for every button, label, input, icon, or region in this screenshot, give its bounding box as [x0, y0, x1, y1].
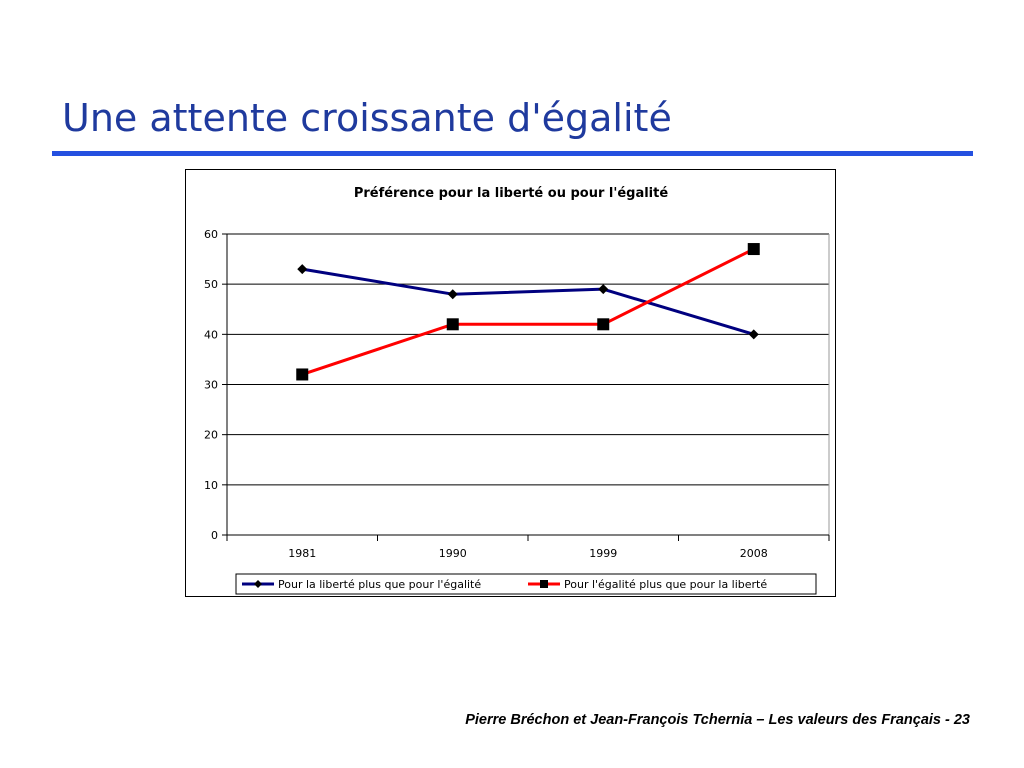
slide-title: Une attente croissante d'égalité	[62, 96, 672, 140]
legend-marker-diamond	[254, 580, 262, 588]
chart-title: Préférence pour la liberté ou pour l'éga…	[354, 186, 669, 201]
x-tick-label-1999: 1999	[589, 547, 617, 560]
series-lines	[296, 243, 760, 381]
series-line-1	[302, 267, 755, 336]
y-tick-label: 30	[204, 379, 218, 392]
axes: 0 10 20 30 40 50 60 1981 1990 1999 2008	[204, 228, 830, 560]
y-tick-label: 0	[211, 529, 218, 542]
data-point-square	[446, 318, 459, 331]
data-point-square	[747, 243, 760, 256]
legend-box	[235, 573, 817, 595]
y-tick-label: 10	[204, 479, 218, 492]
legend-label-2: Pour l'égalité plus que pour la liberté	[564, 578, 767, 591]
legend-label-1: Pour la liberté plus que pour l'égalité	[278, 578, 481, 591]
data-point-square	[296, 368, 309, 381]
footer-citation: Pierre Bréchon et Jean-François Tchernia…	[465, 712, 970, 728]
y-tick-label: 20	[204, 429, 218, 442]
series-line-2	[301, 247, 755, 376]
data-point-diamond	[447, 289, 458, 300]
x-tick-label-2008: 2008	[740, 547, 768, 560]
data-point-diamond	[748, 329, 759, 340]
data-point-diamond	[598, 284, 609, 295]
y-tick-label: 60	[204, 228, 218, 241]
y-tick-label: 40	[204, 328, 218, 341]
chart-frame: Préférence pour la liberté ou pour l'éga…	[185, 169, 836, 597]
x-tick-label-1981: 1981	[288, 547, 316, 560]
legend-marker-square	[540, 580, 548, 588]
line-chart: Préférence pour la liberté ou pour l'éga…	[204, 186, 830, 595]
x-tick-label-1990: 1990	[439, 547, 467, 560]
data-point-square	[597, 318, 610, 331]
title-underline	[52, 151, 973, 156]
y-tick-label: 50	[204, 278, 218, 291]
data-point-diamond	[297, 264, 308, 275]
legend: Pour la liberté plus que pour l'égalité P…	[235, 573, 817, 595]
gridlines	[227, 233, 829, 486]
